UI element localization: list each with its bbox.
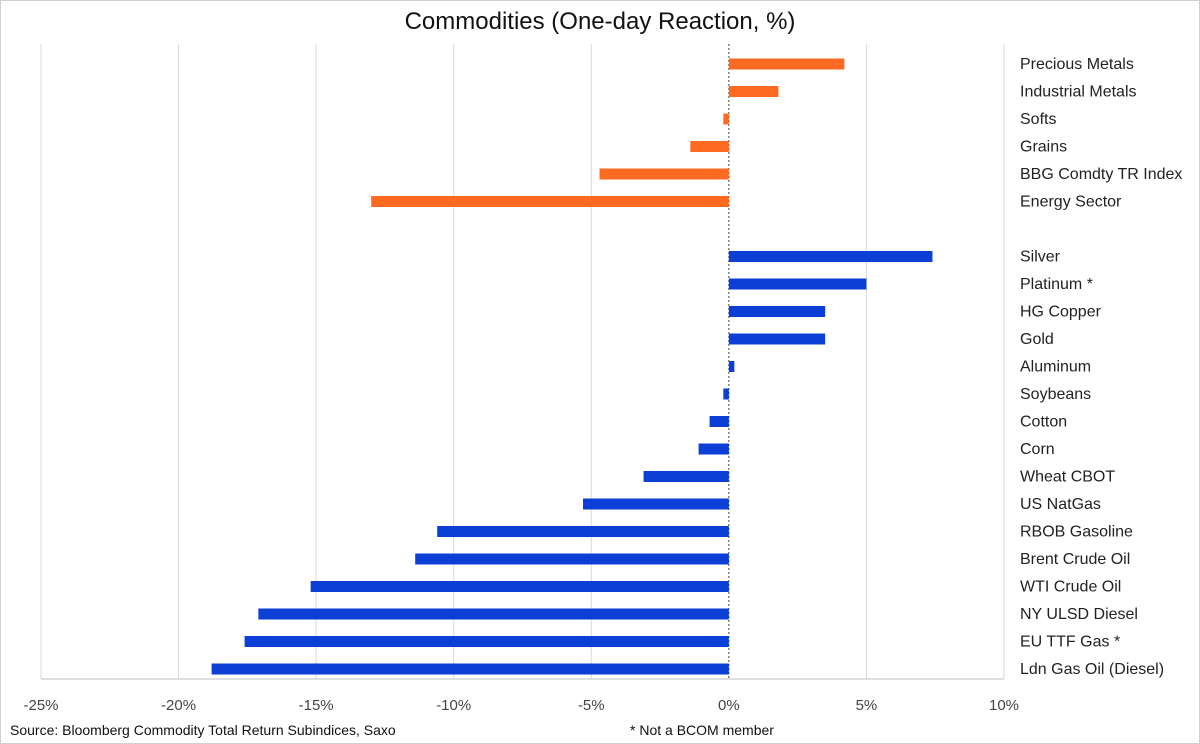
- footnote: * Not a BCOM member: [630, 722, 774, 738]
- bar-silver: [728, 251, 933, 262]
- category-label: Platinum *: [1020, 276, 1093, 293]
- bar-bbg-comdty-tr-index: [599, 168, 729, 180]
- category-labels: Precious Metals Industrial Metals Softs Gra…: [1020, 56, 1182, 678]
- bar-corn: [698, 443, 729, 455]
- category-label: NY ULSD Diesel: [1020, 606, 1138, 623]
- category-label: Brent Crude Oil: [1020, 551, 1130, 568]
- x-tick-label: -20%: [161, 697, 196, 714]
- category-label: BBG Comdty TR Index: [1020, 166, 1182, 183]
- category-label: RBOB Gasoline: [1020, 524, 1133, 541]
- bar-us-natgas: [583, 498, 729, 510]
- bar-ny-ulsd-diesel: [258, 608, 729, 620]
- category-label: Grains: [1020, 139, 1067, 156]
- x-tick-labels: -25% -20% -15% -10% -5% 0% 5% 10%: [23, 697, 1019, 714]
- category-label: Energy Sector: [1020, 194, 1122, 211]
- category-label: Soybeans: [1020, 386, 1091, 403]
- category-label: US NatGas: [1020, 496, 1101, 513]
- bar-eu-ttf-gas: [244, 636, 729, 647]
- category-label: Ldn Gas Oil (Diesel): [1020, 661, 1164, 678]
- category-label: Precious Metals: [1020, 56, 1134, 73]
- chart-title: Commodities (One-day Reaction, %): [404, 8, 796, 35]
- category-label: Wheat CBOT: [1020, 469, 1115, 486]
- x-tick-label: 0%: [718, 697, 740, 714]
- bar-cotton: [709, 416, 729, 427]
- category-label: HG Copper: [1020, 304, 1102, 321]
- source-note: Source: Bloomberg Commodity Total Return…: [10, 722, 396, 738]
- x-tick-label: 5%: [856, 697, 878, 714]
- bar-softs: [723, 113, 729, 125]
- bar-rbob-gasoline: [437, 526, 729, 537]
- category-label: Gold: [1020, 331, 1054, 348]
- bar-soybeans: [723, 388, 729, 400]
- category-label: WTI Crude Oil: [1020, 579, 1121, 596]
- category-label: Industrial Metals: [1020, 84, 1137, 101]
- x-tick-label: -5%: [578, 697, 605, 714]
- bar-gold: [728, 333, 826, 345]
- grid-lines: [40, 44, 1005, 679]
- bar-platinum: [728, 278, 867, 290]
- category-label: Aluminum: [1020, 359, 1091, 376]
- bar-ldn-gas-oil-diesel: [211, 663, 729, 675]
- category-label: Silver: [1020, 249, 1061, 266]
- bar-wheat-cbot: [643, 471, 729, 482]
- bar-brent-crude-oil: [415, 553, 729, 565]
- x-tick-label: -25%: [23, 697, 58, 714]
- bars: [211, 58, 933, 675]
- x-tick-label: -10%: [436, 697, 471, 714]
- bar-wti-crude-oil: [310, 581, 729, 592]
- bar-hg-copper: [728, 306, 826, 317]
- category-label: EU TTF Gas *: [1020, 634, 1120, 651]
- x-tick-label: 10%: [989, 697, 1019, 714]
- bar-precious-metals: [728, 58, 845, 70]
- x-tick-label: -15%: [299, 697, 334, 714]
- category-label: Cotton: [1020, 414, 1067, 431]
- bar-industrial-metals: [728, 86, 779, 97]
- bar-aluminum: [728, 361, 735, 372]
- category-label: Corn: [1020, 441, 1055, 458]
- category-label: Softs: [1020, 111, 1056, 128]
- bar-grains: [690, 141, 729, 152]
- bar-energy-sector: [371, 196, 729, 207]
